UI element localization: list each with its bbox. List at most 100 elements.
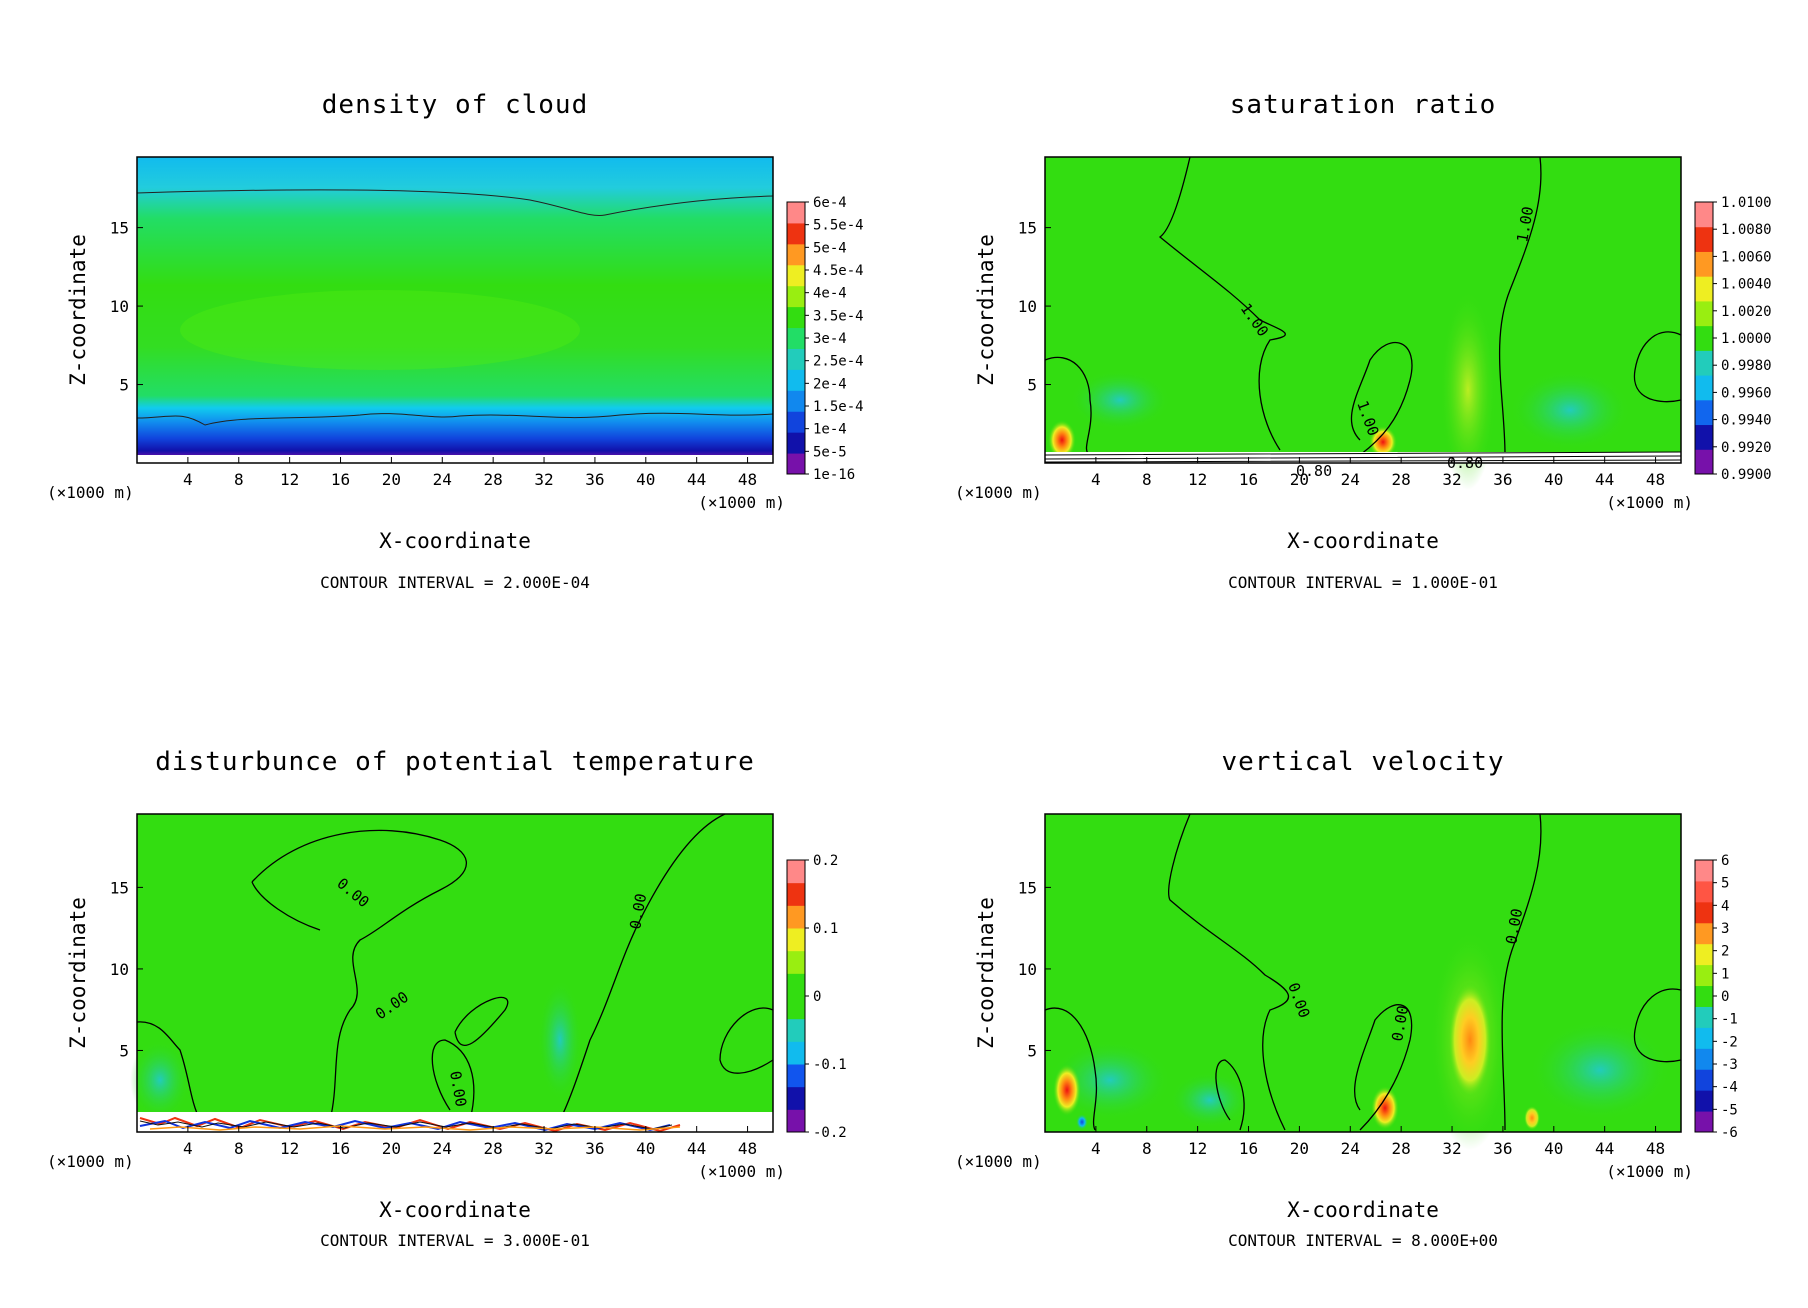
x-tick-label: 28	[484, 470, 503, 489]
panel-saturation-ratio: saturation ratio 1.00 1.00 1.00 0.80 0.8…	[955, 90, 1772, 592]
colorbar-swatch	[1695, 449, 1713, 475]
plot-frame	[1044, 156, 1682, 464]
colorbar: -6 -5 -4 -3 -2 -1 0 1 2 3 4 5 6	[1694, 853, 1738, 1141]
warm-spot	[1369, 426, 1397, 458]
x-tick-label: 32	[1442, 1139, 1461, 1158]
x-tick-label: 44	[687, 470, 706, 489]
cool-patch	[1530, 1020, 1670, 1120]
y-tick-label: 5	[1027, 1041, 1037, 1060]
y-axis: 5 10 15 Z-coordinate	[974, 878, 1051, 1060]
x-tick-label: 40	[1544, 470, 1563, 489]
panel-title: saturation ratio	[1230, 90, 1496, 120]
plot-area: 0.00 0.00 0.00	[1044, 813, 1682, 1150]
contour-line	[431, 1039, 475, 1121]
x-unit-right: (×1000 m)	[1606, 493, 1693, 512]
contour-interval: CONTOUR INTERVAL = 8.000E+00	[1228, 1231, 1498, 1250]
plot-frame	[136, 156, 774, 464]
colorbar-swatch	[787, 1086, 805, 1110]
warm-plume	[1440, 290, 1496, 490]
y-tick-label: 5	[119, 376, 129, 395]
cloud-field-mid	[180, 290, 580, 370]
colorbar-label: 3e-4	[813, 331, 847, 347]
y-tick-label: 10	[110, 960, 129, 979]
colorbar-swatch	[1695, 325, 1713, 351]
contour-line	[1633, 331, 1682, 403]
x-tick-label: 24	[433, 470, 452, 489]
colorbar-swatch	[1695, 202, 1713, 228]
contour-line	[1168, 813, 1290, 1131]
colorbar-label: 5e-5	[813, 444, 847, 460]
x-unit-left: (×1000 m)	[47, 483, 134, 502]
colorbar-label: 0.9920	[1721, 440, 1772, 456]
contour-line	[251, 881, 321, 931]
contour-interval: CONTOUR INTERVAL = 1.000E-01	[1228, 573, 1498, 592]
colorbar-swatch	[787, 996, 805, 1020]
y-tick-label: 15	[1018, 219, 1037, 238]
x-unit-left: (×1000 m)	[47, 1152, 134, 1171]
cool-patch	[130, 1040, 190, 1120]
x-tick-label: 8	[234, 470, 244, 489]
colorbar-label: 1.0100	[1721, 195, 1772, 211]
colorbar-label: 6e-4	[813, 195, 847, 211]
y-axis-label: Z-coordinate	[974, 897, 998, 1049]
x-unit-right: (×1000 m)	[698, 1162, 785, 1181]
x-tick-label: 36	[1493, 470, 1512, 489]
x-axis: 4 8 12 16 20 24 28 32 36 40 44 48(×1000 m)(×1000 m)…	[955, 1126, 1693, 1250]
x-tick-label: 44	[1595, 1139, 1614, 1158]
contour-line	[136, 412, 774, 426]
colorbar-swatch	[787, 222, 805, 245]
contour-label: 0.00	[626, 892, 650, 931]
colorbar-label: 2e-4	[813, 376, 847, 392]
colorbar-label: 1.0060	[1721, 249, 1772, 265]
y-tick-label: 15	[110, 878, 129, 897]
colorbar-swatch	[787, 905, 805, 929]
contour-line	[719, 1007, 774, 1074]
y-tick-label: 5	[1027, 376, 1037, 395]
panel-potential-temperature: disturbunce of potential temperature 0.0…	[47, 747, 847, 1250]
colorbar-label: 1.0080	[1721, 222, 1772, 238]
contour-line	[1353, 1004, 1413, 1131]
x-tick-label: 40	[1544, 1139, 1563, 1158]
colorbar-swatch	[787, 1064, 805, 1088]
colorbar-swatch	[787, 411, 805, 433]
x-tick-label: 36	[585, 1139, 604, 1158]
x-tick-label: 40	[636, 1139, 655, 1158]
cool-patch	[1170, 1072, 1250, 1128]
colorbar-label: 4.5e-4	[813, 263, 864, 279]
x-tick-label: 48	[738, 1139, 757, 1158]
x-tick-label: 20	[382, 1139, 401, 1158]
x-tick-label: 20	[382, 470, 401, 489]
colorbar-swatch	[1695, 399, 1713, 426]
colorbar-swatch	[1695, 251, 1713, 277]
colorbar-label: 5e-4	[813, 240, 847, 256]
x-tick-label: 44	[687, 1139, 706, 1158]
x-tick-label: 48	[738, 470, 757, 489]
panel-title: density of cloud	[322, 90, 588, 120]
colorbar-swatch	[1695, 1048, 1713, 1070]
colorbar-label: 0.1	[813, 921, 838, 937]
panel-title: disturbunce of potential temperature	[155, 747, 755, 777]
colorbar: -0.2 -0.1 0 0.1 0.2	[786, 853, 847, 1141]
y-axis-label: Z-coordinate	[66, 897, 90, 1049]
panel-title: vertical velocity	[1221, 747, 1504, 777]
updraft-core	[1371, 1086, 1399, 1130]
contour-interval: CONTOUR INTERVAL = 2.000E-04	[320, 573, 590, 592]
x-tick-label: 28	[1392, 1139, 1411, 1158]
contour-line	[136, 189, 774, 217]
colorbar-label: -5	[1721, 1102, 1738, 1118]
contour-line	[1044, 356, 1092, 456]
surface-turbulence	[139, 1119, 671, 1132]
colorbar-swatch	[1695, 276, 1713, 302]
x-unit-right: (×1000 m)	[698, 493, 785, 512]
x-tick-label: 40	[636, 470, 655, 489]
colorbar-swatch	[787, 243, 805, 266]
x-tick-label: 4	[1091, 470, 1101, 489]
updraft-core	[1448, 982, 1492, 1098]
colorbar-label: 0.9900	[1721, 467, 1772, 483]
colorbar: 0.9900 0.9920 0.9940 0.9960 0.9980 1.0000 1.00…	[1694, 195, 1772, 483]
contour-line	[1044, 451, 1682, 463]
contour-line	[559, 813, 726, 1121]
cool-patch	[1070, 370, 1170, 430]
colorbar-label: -0.2	[813, 1125, 847, 1141]
x-tick-label: 12	[1188, 1139, 1207, 1158]
